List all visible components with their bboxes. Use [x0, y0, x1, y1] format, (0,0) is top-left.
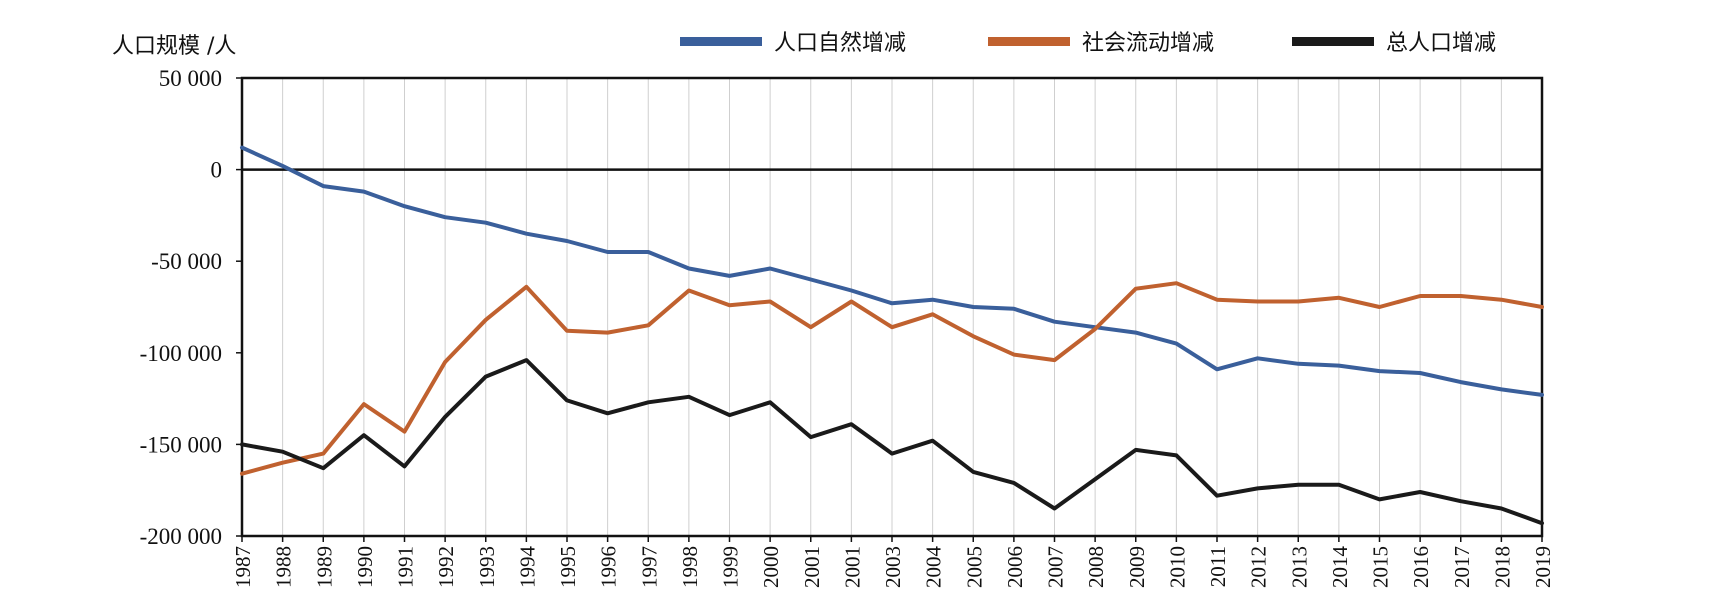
- y-tick-label: 0: [211, 158, 223, 183]
- legend-swatch-migration: [988, 36, 1070, 46]
- x-tick-label: 2005: [962, 546, 986, 588]
- x-tick-label: 1987: [231, 546, 255, 588]
- y-axis-label: 人口规模 /人: [112, 34, 237, 59]
- y-tick-label: -150 000: [140, 432, 222, 457]
- x-tick-label: 1991: [394, 546, 418, 588]
- x-tick-label: 1990: [353, 546, 377, 588]
- legend-swatch-natural: [680, 36, 762, 46]
- x-tick-label: 2015: [1369, 546, 1393, 588]
- x-tick-label: 1998: [678, 546, 702, 588]
- x-tick-label: 1993: [475, 546, 499, 588]
- x-tick-label: 2013: [1287, 546, 1311, 588]
- x-tick-label: 2012: [1247, 546, 1271, 588]
- x-tick-label: 2018: [1490, 546, 1514, 588]
- x-tick-label: 1996: [597, 546, 621, 588]
- legend-item-total: 总人口增减: [1292, 26, 1496, 56]
- legend-swatch-total: [1292, 36, 1374, 46]
- x-tick-label: 2006: [1003, 546, 1027, 588]
- x-tick-label: 1994: [515, 546, 539, 589]
- legend-label-migration: 社会流动增减: [1082, 31, 1215, 56]
- x-tick-label: 2014: [1328, 546, 1352, 589]
- legend-item-natural: 人口自然增减: [680, 26, 906, 56]
- x-tick-label: 2019: [1531, 546, 1555, 588]
- legend-item-migration: 社会流动增减: [988, 26, 1214, 56]
- x-tick-label: 2016: [1409, 546, 1433, 588]
- series-line-1: [240, 145, 1544, 397]
- x-tick-label: 2004: [922, 546, 946, 589]
- series-line-3: [240, 358, 1544, 526]
- y-tick-label: 50 000: [159, 66, 222, 91]
- x-tick-label: 2007: [1044, 546, 1068, 588]
- x-tick-label: 1988: [272, 546, 296, 588]
- x-tick-label: 2001: [840, 546, 864, 588]
- x-tick-label: 2011: [1206, 546, 1230, 587]
- x-tick-label: 1992: [434, 546, 458, 588]
- y-tick-label: -50 000: [151, 249, 222, 274]
- legend-label-natural: 人口自然增减: [774, 31, 907, 56]
- x-tick-label: 2010: [1165, 546, 1189, 588]
- series-line-2: [240, 281, 1544, 476]
- x-tick-label: 2000: [759, 546, 783, 588]
- x-tick-label: 1989: [312, 546, 336, 588]
- x-tick-label: 2001: [800, 546, 824, 588]
- x-tick-label: 1997: [637, 546, 661, 588]
- x-tick-label: 2009: [1125, 546, 1149, 588]
- x-tick-label: 1995: [556, 546, 580, 588]
- x-tick-label: 2003: [881, 546, 905, 588]
- y-tick-label: -100 000: [140, 341, 222, 366]
- y-tick-label: -200 000: [140, 524, 222, 549]
- legend-label-total: 总人口增减: [1386, 31, 1497, 56]
- x-tick-label: 2008: [1084, 546, 1108, 588]
- x-tick-label: 2017: [1450, 546, 1474, 588]
- x-tick-label: 1999: [719, 546, 743, 588]
